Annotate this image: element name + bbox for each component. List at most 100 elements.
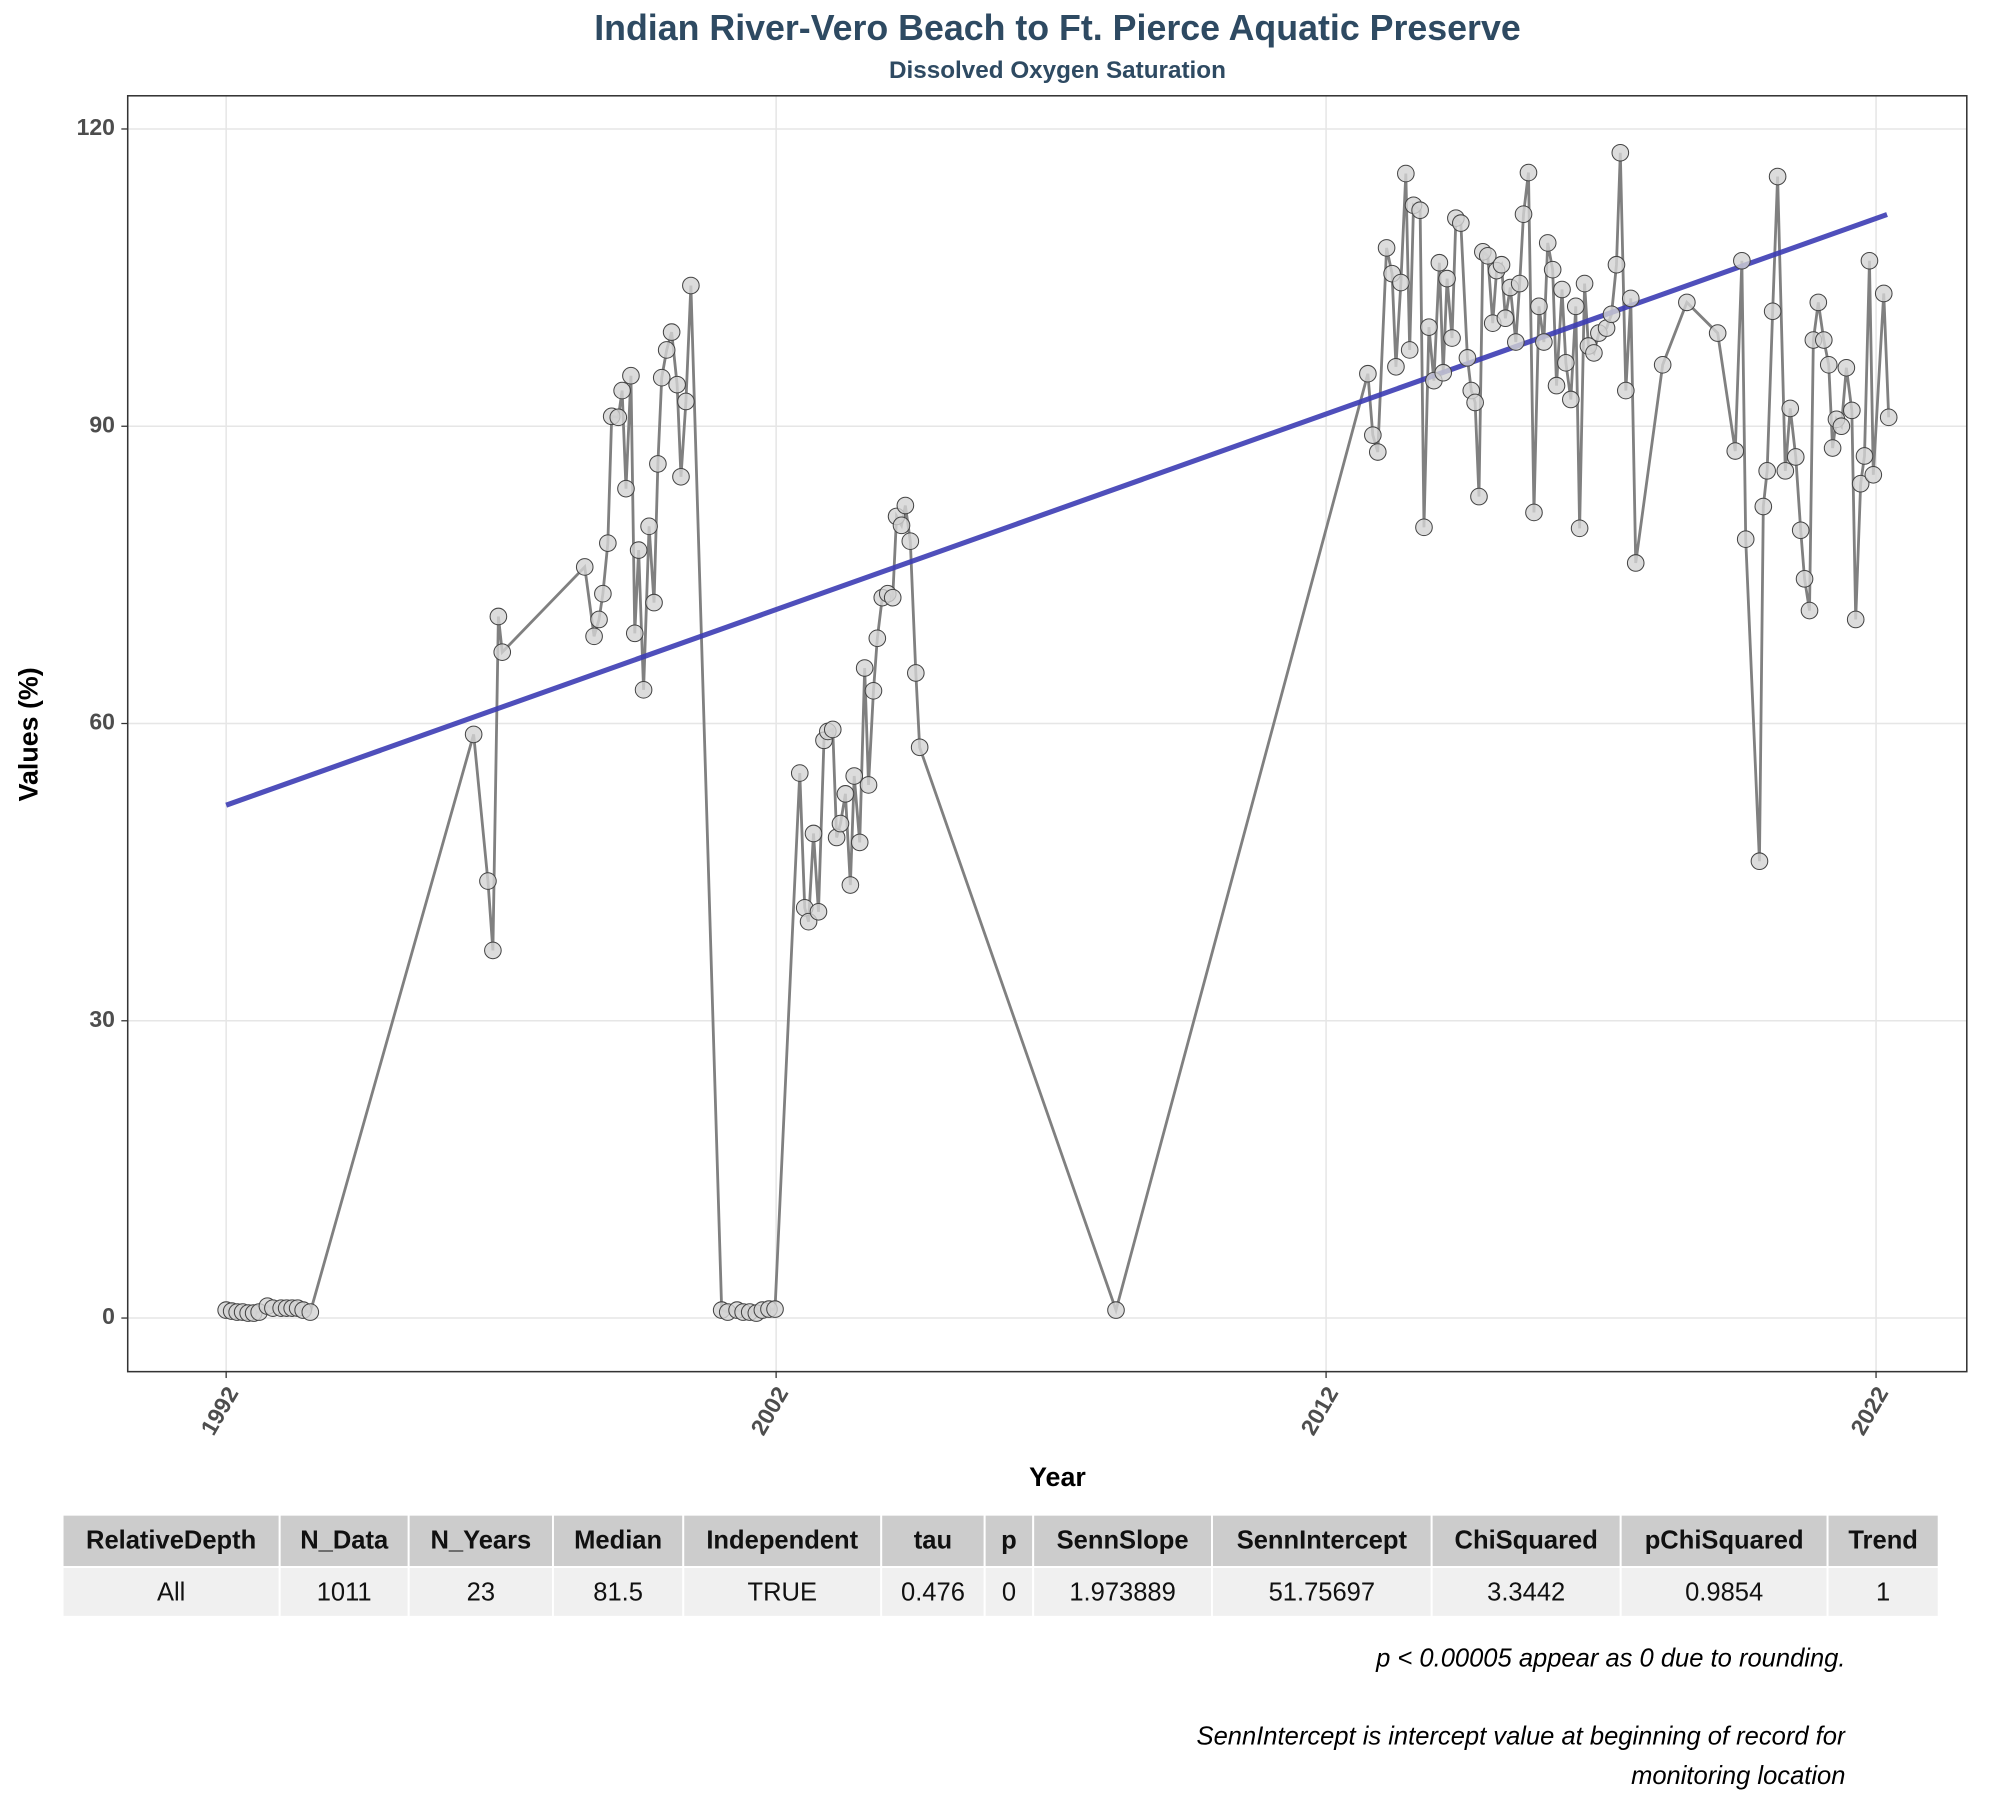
y-tick-label: 90 [89, 411, 115, 437]
data-point [883, 588, 902, 607]
data-point [892, 516, 911, 535]
data-point [896, 496, 915, 515]
data-point [1496, 309, 1515, 328]
table: RelativeDepth All N_Data 1011 N_Years 23 Media… [61, 1513, 1940, 1618]
data-point [1415, 518, 1433, 537]
data-point [657, 341, 676, 359]
header-cell [880, 1513, 986, 1569]
data-point [1510, 274, 1529, 293]
data-point [1530, 297, 1548, 316]
data-point [1795, 570, 1814, 588]
data-point [1400, 341, 1419, 359]
data-point [809, 902, 828, 921]
y-tick-label: 120 [77, 114, 115, 140]
data-point [677, 392, 695, 411]
data-point [301, 1303, 320, 1321]
data-point [1626, 554, 1645, 572]
data-point [652, 368, 671, 387]
data-point [1543, 260, 1562, 279]
data-point [823, 720, 842, 739]
data-point [907, 664, 925, 682]
data-point [1864, 465, 1883, 484]
data-point [1364, 426, 1382, 444]
data-point [841, 876, 860, 894]
data-point [1553, 280, 1571, 299]
data-point [479, 872, 497, 890]
cell-text: 81.5 [593, 1579, 643, 1607]
data-point [1466, 393, 1484, 412]
data-point [672, 467, 690, 486]
data-point [1776, 462, 1795, 480]
data-point [1736, 530, 1755, 549]
data-point [493, 643, 512, 661]
data-point [1846, 610, 1865, 629]
header-cell [1619, 1513, 1829, 1569]
data-point [910, 738, 929, 757]
data-point [1562, 390, 1580, 409]
data-point [1420, 318, 1438, 336]
data-point [1557, 354, 1575, 372]
header-cell [61, 1513, 281, 1569]
data-point [1800, 601, 1819, 620]
data-point [1434, 363, 1453, 382]
data-point [1377, 239, 1396, 257]
data-point [1832, 417, 1851, 436]
cell-text: 1011 [317, 1579, 372, 1607]
data-point [1492, 255, 1511, 274]
data-point [634, 681, 653, 699]
chart-subtitle: Dissolved Oxygen Saturation [889, 57, 1226, 84]
data-point [1452, 214, 1470, 232]
data-point [1843, 401, 1861, 420]
table-cell [407, 1566, 554, 1618]
table-cell [278, 1566, 410, 1618]
data-point [1708, 324, 1727, 342]
data-point [1602, 305, 1621, 324]
data-line [225, 152, 1891, 1315]
data-point [629, 541, 648, 559]
cell-text: 1.973889 [1069, 1579, 1176, 1607]
table-cell [1211, 1566, 1433, 1618]
y-tick-label: 60 [89, 709, 115, 735]
grid [127, 95, 1967, 1372]
data-point [625, 624, 644, 643]
data-point [1575, 274, 1594, 293]
data-point [1525, 503, 1543, 522]
data-point [1726, 442, 1745, 460]
data-point [864, 681, 883, 700]
header-text: tau [914, 1526, 952, 1554]
data-point [1359, 364, 1377, 383]
header-text: Median [574, 1526, 662, 1554]
data-point [859, 776, 878, 794]
data-point [1837, 358, 1856, 377]
data-point [640, 517, 658, 536]
data-point [1438, 269, 1456, 288]
header-text: p [1001, 1526, 1017, 1554]
table-cell [1430, 1566, 1622, 1618]
data-point [1478, 247, 1497, 265]
plot-border [126, 95, 1968, 1373]
data-point [1733, 251, 1751, 270]
data-point [662, 323, 681, 341]
data-point [464, 725, 483, 744]
data-point [1538, 234, 1557, 252]
data-point [855, 659, 874, 677]
data-point [594, 584, 612, 603]
header-cell [278, 1513, 410, 1569]
data-point [850, 833, 869, 852]
data-point [1617, 381, 1635, 400]
table-cell [1032, 1566, 1213, 1618]
data-point [1458, 349, 1477, 367]
data-point [585, 627, 603, 646]
header-text: SennIntercept [1237, 1526, 1408, 1554]
data-point [1507, 333, 1525, 351]
data-point [1397, 164, 1415, 183]
data-point [682, 276, 700, 295]
note: p < 0.00005 appear as 0 due to rounding. [1376, 1644, 1846, 1674]
data-point [766, 1300, 784, 1318]
data-point [1763, 302, 1782, 321]
cell-text: 23 [467, 1579, 495, 1607]
data-point [1791, 521, 1810, 540]
cell-text: 0 [1002, 1579, 1016, 1607]
